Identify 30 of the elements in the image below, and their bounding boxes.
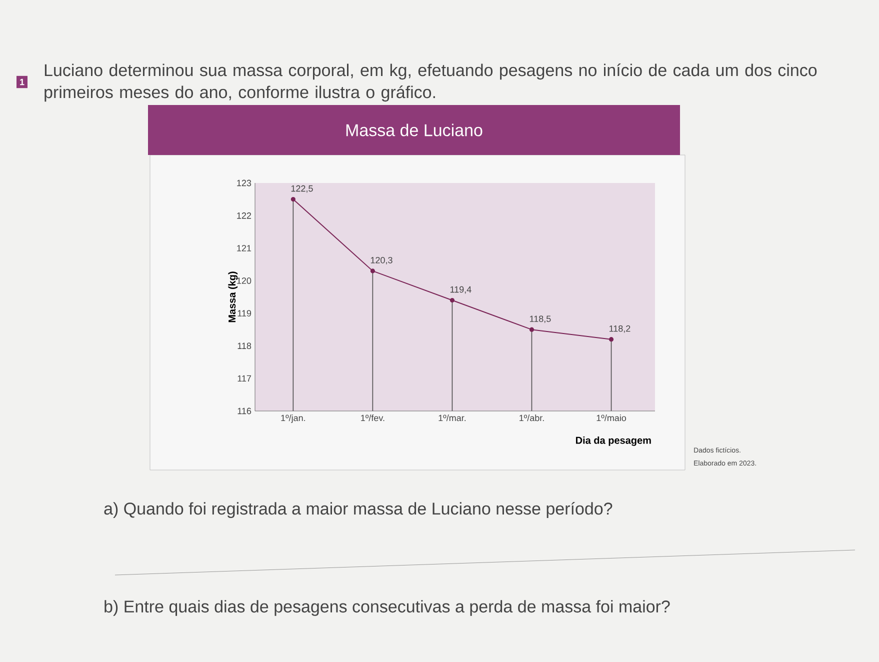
y-tick-label: 123: [237, 180, 252, 186]
y-tick-label: 120: [237, 278, 252, 284]
data-label: 118,5: [530, 316, 551, 324]
x-tick-label: 1º/abr.: [520, 414, 544, 422]
point: [608, 337, 614, 342]
y-tick-label: 118: [238, 342, 252, 350]
point: [370, 268, 375, 274]
x-axis-title: Dia da pesagem: [576, 436, 651, 446]
x-tick-label: 1º/jan.: [281, 414, 305, 423]
data-label: 118,2: [609, 325, 630, 333]
chart-subtitle: Luciano determinou sua massa corporal, em kg, efetuando pesagens no início de cada um dos cinco primeiros meses do ano, conforme ilustra o gráfico.: [44, 64, 817, 102]
point: [290, 196, 296, 202]
y-axis-title: Massa (kg): [228, 272, 238, 322]
y-tick-label: 122: [237, 212, 252, 219]
x-tick-label: 1º/fev.: [361, 414, 384, 422]
point: [529, 327, 534, 332]
y-tick-label: 119: [238, 310, 252, 316]
data-label: 120,3: [370, 256, 392, 264]
text: a) Quando foi registrada a maior massa de Luciano nesse período?: [104, 502, 612, 518]
y-tick-label: 116: [238, 408, 252, 414]
y-tick-label: 121: [237, 244, 252, 252]
x-tick-label: 1º/maio: [596, 414, 626, 422]
point: [450, 298, 455, 303]
x-tick-label: 1º/mar.: [438, 414, 466, 422]
data-label: 122,5: [291, 185, 313, 193]
y-tick-label: 117: [238, 375, 252, 382]
chart-title: Massa de Luciano: [346, 124, 482, 136]
data-label: 119,4: [450, 286, 472, 294]
text: 1: [20, 78, 24, 86]
text: b) Entre quais dias de pesagens consecutivas a perda de massa foi maior?: [104, 600, 670, 616]
